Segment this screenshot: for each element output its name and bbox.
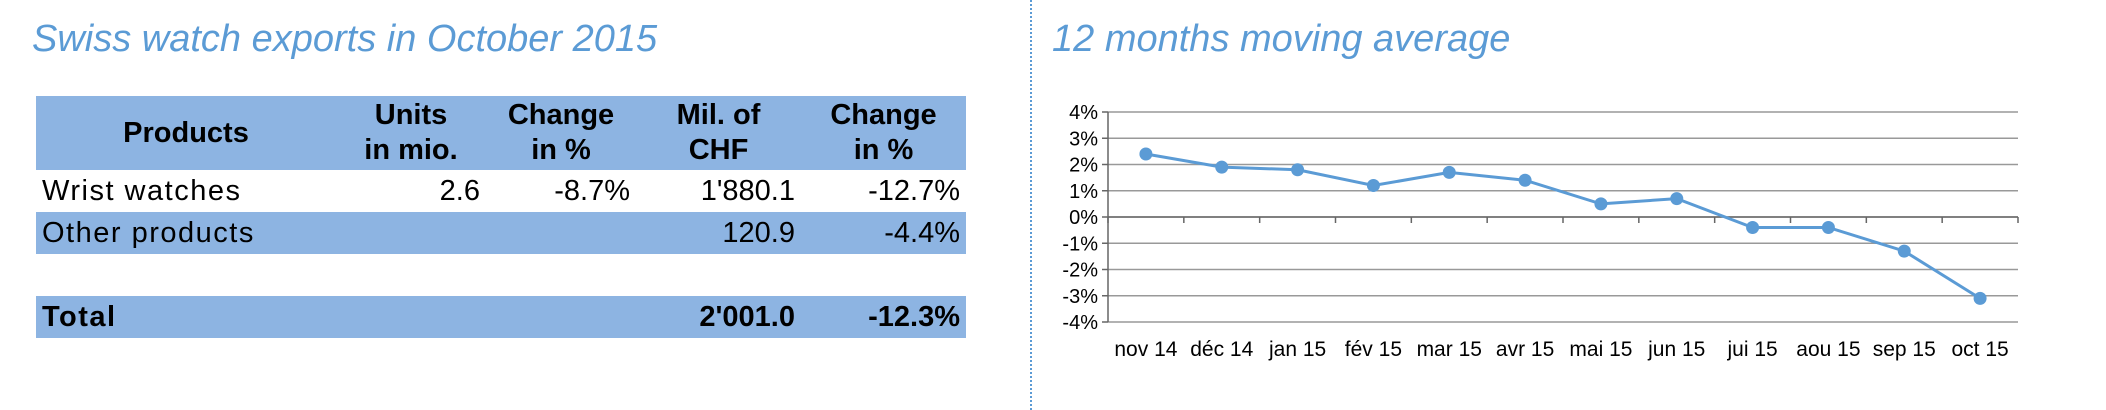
x-tick-label: nov 14 — [1114, 338, 1177, 361]
header-chf-change: Change in % — [801, 96, 966, 170]
x-tick-label: mai 15 — [1569, 338, 1632, 361]
data-point — [1670, 192, 1684, 206]
cell-total-units — [336, 296, 486, 338]
table-row: Wrist watches 2.6 -8.7% 1'880.1 -12.7% — [36, 170, 966, 212]
cell-units-change: -8.7% — [486, 170, 636, 212]
data-point — [1366, 179, 1380, 192]
cell-units — [336, 212, 486, 254]
y-tick-label: -3% — [1062, 286, 1098, 308]
data-point — [1291, 163, 1305, 177]
table-header-row: Products Units in mio. Change in % Mil. … — [36, 96, 966, 170]
cell-total-chf-change: -12.3% — [801, 296, 966, 338]
data-point — [1821, 221, 1835, 234]
cell-chf: 1'880.1 — [636, 170, 801, 212]
y-tick-label: -2% — [1062, 260, 1098, 282]
x-tick-label: mar 15 — [1417, 338, 1482, 361]
data-point — [1518, 173, 1532, 187]
x-tick-label: jui 15 — [1726, 338, 1777, 361]
cell-product: Wrist watches — [36, 170, 336, 212]
y-tick-label: 3% — [1069, 128, 1098, 150]
moving-average-chart: 4% 3% 2% 1% 0% -1% -2% -3% -4% nov 14 déc 14 jan 15… — [1062, 102, 2019, 361]
header-units-change: Change in % — [486, 96, 636, 170]
header-products: Products — [36, 96, 336, 170]
data-point — [1139, 147, 1153, 161]
data-point — [1746, 221, 1760, 234]
exports-table: Products Units in mio. Change in % Mil. … — [36, 96, 966, 338]
x-tick-label: sep 15 — [1873, 338, 1936, 361]
cell-chf-change: -12.7% — [801, 170, 966, 212]
y-tick-label: 0% — [1069, 207, 1098, 229]
data-point — [1442, 165, 1456, 179]
data-point — [1215, 160, 1229, 174]
series-line — [1145, 152, 1981, 300]
x-tick-label: déc 14 — [1190, 338, 1253, 361]
y-tick-label: -1% — [1062, 233, 1098, 255]
table-spacer — [36, 254, 966, 296]
table-total-row: Total 2'001.0 -12.3% — [36, 296, 966, 338]
x-tick-label: oct 15 — [1951, 338, 2008, 361]
cell-total-chf: 2'001.0 — [636, 296, 801, 338]
cell-total-units-change — [486, 296, 636, 338]
x-tick-label: aou 15 — [1796, 338, 1860, 361]
y-tick-label: 1% — [1069, 181, 1098, 203]
y-tick-label: 4% — [1069, 102, 1098, 124]
panel-divider — [1030, 0, 1032, 410]
y-tick-label: 2% — [1069, 155, 1098, 177]
left-panel-title: Swiss watch exports in October 2015 — [32, 18, 658, 60]
data-point — [1973, 291, 1987, 305]
x-tick-label: avr 15 — [1496, 338, 1554, 361]
x-tick-label: jun 15 — [1647, 338, 1705, 361]
cell-total-label: Total — [36, 296, 336, 338]
cell-product: Other products — [36, 212, 336, 254]
cell-units: 2.6 — [336, 170, 486, 212]
x-tick-label: jan 15 — [1268, 338, 1326, 361]
table-row: Other products 120.9 -4.4% — [36, 212, 966, 254]
chart-title: 12 months moving average — [1052, 18, 1511, 60]
header-units: Units in mio. — [336, 96, 486, 170]
data-point — [1594, 197, 1608, 211]
data-point — [1897, 244, 1911, 258]
cell-chf-change: -4.4% — [801, 212, 966, 254]
header-chf: Mil. of CHF — [636, 96, 801, 170]
cell-units-change — [486, 212, 636, 254]
cell-chf: 120.9 — [636, 212, 801, 254]
y-tick-label: -4% — [1062, 312, 1098, 334]
x-tick-label: fév 15 — [1345, 338, 1402, 361]
